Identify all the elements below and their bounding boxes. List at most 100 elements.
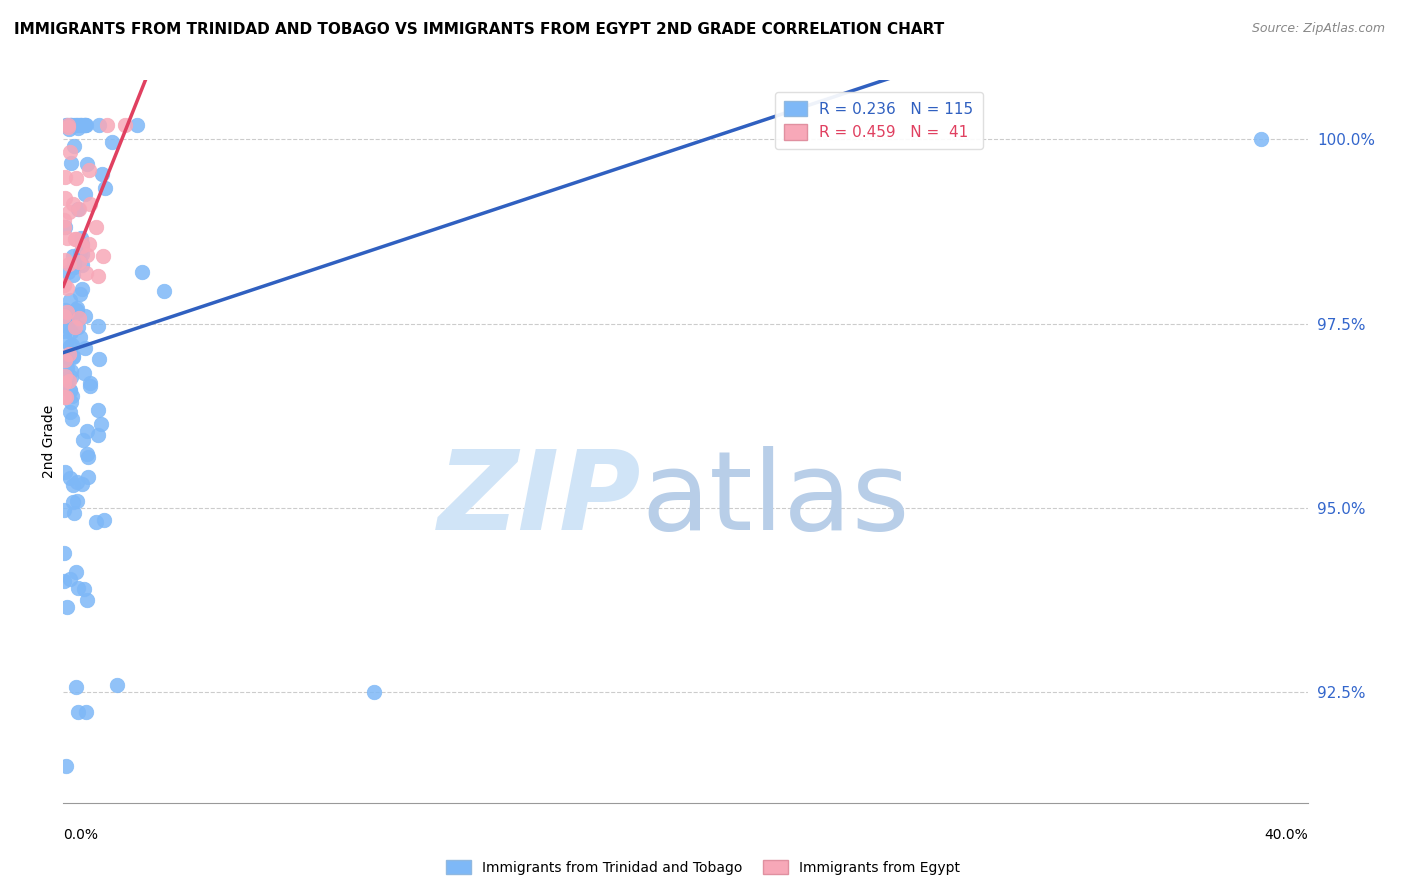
Point xyxy=(63,320,86,334)
Point xyxy=(63,232,86,246)
Point xyxy=(65,303,87,318)
Point xyxy=(63,139,86,153)
Point xyxy=(58,374,80,388)
Text: IMMIGRANTS FROM TRINIDAD AND TOBAGO VS IMMIGRANTS FROM EGYPT 2ND GRADE CORRELATI: IMMIGRANTS FROM TRINIDAD AND TOBAGO VS I… xyxy=(14,22,945,37)
Point xyxy=(58,204,80,219)
Point xyxy=(56,118,79,132)
Point xyxy=(60,412,83,426)
Y-axis label: 2nd Grade: 2nd Grade xyxy=(42,405,56,478)
Point xyxy=(69,330,91,344)
Legend: Immigrants from Trinidad and Tobago, Immigrants from Egypt: Immigrants from Trinidad and Tobago, Imm… xyxy=(440,855,966,880)
Point xyxy=(70,231,93,245)
Point xyxy=(55,309,77,323)
Point xyxy=(87,318,110,333)
Point xyxy=(100,135,122,149)
Point xyxy=(67,319,90,334)
Text: atlas: atlas xyxy=(643,446,910,553)
Point xyxy=(62,350,84,364)
Point xyxy=(58,118,80,132)
Point xyxy=(59,572,82,586)
Point xyxy=(70,118,93,132)
Point xyxy=(56,360,79,375)
Point xyxy=(65,304,87,318)
Point xyxy=(53,324,76,338)
Point xyxy=(55,319,77,334)
Point xyxy=(67,202,90,217)
Point xyxy=(58,307,80,321)
Point xyxy=(77,162,100,177)
Text: 40.0%: 40.0% xyxy=(1264,828,1308,842)
Point xyxy=(125,118,148,132)
Point xyxy=(53,465,76,479)
Point xyxy=(91,167,114,181)
Point xyxy=(62,118,84,132)
Point xyxy=(53,390,76,404)
Point xyxy=(73,118,96,132)
Point xyxy=(77,469,100,483)
Point xyxy=(76,157,98,171)
Point xyxy=(96,118,118,132)
Point xyxy=(56,371,79,385)
Point xyxy=(76,593,98,607)
Point xyxy=(75,187,97,202)
Point xyxy=(56,351,79,365)
Point xyxy=(87,268,110,283)
Point xyxy=(59,383,82,397)
Point xyxy=(77,237,100,252)
Point xyxy=(62,478,84,492)
Point xyxy=(62,495,84,509)
Point xyxy=(55,334,77,348)
Point xyxy=(52,309,75,323)
Point xyxy=(55,118,77,132)
Point xyxy=(79,197,101,211)
Point xyxy=(53,169,76,184)
Point xyxy=(89,118,111,132)
Point xyxy=(53,191,76,205)
Point xyxy=(65,170,87,185)
Point xyxy=(62,197,84,211)
Point xyxy=(59,118,82,132)
Point xyxy=(52,212,75,227)
Point xyxy=(87,428,110,442)
Point xyxy=(67,121,90,136)
Point xyxy=(70,237,93,252)
Point xyxy=(52,219,75,234)
Point xyxy=(53,353,76,368)
Point xyxy=(60,395,83,409)
Point xyxy=(60,364,83,378)
Point xyxy=(62,260,84,274)
Point xyxy=(59,293,82,307)
Point xyxy=(62,338,84,352)
Point xyxy=(70,282,93,296)
Point xyxy=(53,369,76,384)
Point xyxy=(67,202,90,216)
Point xyxy=(66,493,89,508)
Point xyxy=(62,349,84,363)
Point xyxy=(59,405,82,419)
Point xyxy=(70,477,93,491)
Point xyxy=(66,475,89,489)
Point xyxy=(60,370,83,384)
Point xyxy=(67,118,90,132)
Legend: R = 0.236   N = 115, R = 0.459   N =  41: R = 0.236 N = 115, R = 0.459 N = 41 xyxy=(775,92,983,150)
Point xyxy=(63,257,86,271)
Point xyxy=(131,265,153,279)
Point xyxy=(69,246,91,260)
Point xyxy=(59,339,82,353)
Point xyxy=(79,376,101,391)
Point xyxy=(60,311,83,326)
Point xyxy=(52,376,75,391)
Point xyxy=(73,582,96,596)
Point xyxy=(55,281,77,295)
Point xyxy=(72,433,94,447)
Point xyxy=(67,582,90,596)
Point xyxy=(56,351,79,365)
Point xyxy=(58,257,80,271)
Text: ZIP: ZIP xyxy=(439,446,643,553)
Point xyxy=(56,305,79,319)
Point xyxy=(76,424,98,438)
Point xyxy=(75,266,97,280)
Point xyxy=(75,118,97,132)
Point xyxy=(87,351,110,366)
Point xyxy=(56,120,79,134)
